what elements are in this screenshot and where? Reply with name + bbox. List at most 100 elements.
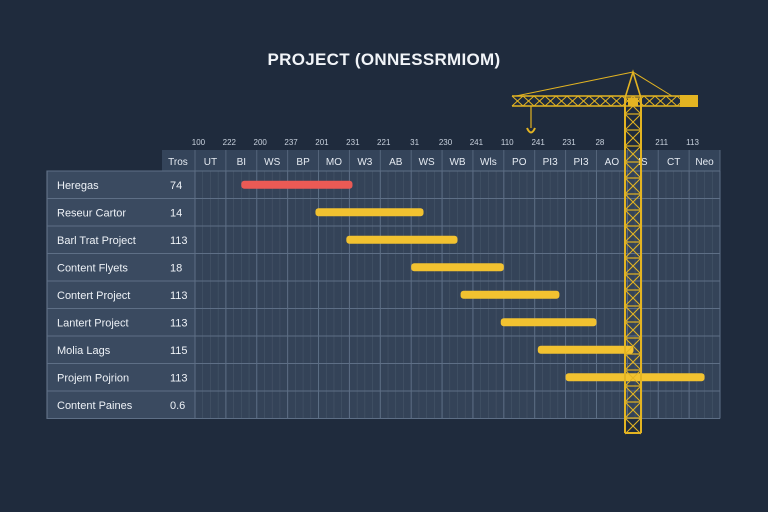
crane-mast-brace <box>624 337 642 355</box>
row-value: 113 <box>170 372 188 384</box>
row-name: Projem Pojrion <box>57 372 129 384</box>
crane-mast-brace <box>624 225 642 243</box>
top-tick-label: 241 <box>531 138 545 147</box>
gantt-bar <box>346 235 458 244</box>
column-label: BP <box>296 157 310 168</box>
crane-mast-brace <box>624 145 642 163</box>
top-tick-label: 221 <box>377 138 391 147</box>
crane-jib-brace <box>511 95 524 107</box>
gantt-bar <box>460 290 560 299</box>
crane-jib-brace <box>610 95 623 107</box>
top-tick-label: 231 <box>346 138 360 147</box>
crane-jib-brace <box>643 95 656 107</box>
crane-cable <box>632 71 673 97</box>
crane-mast-brace <box>624 161 642 179</box>
crane-mast-brace <box>624 177 642 195</box>
column-label: WS <box>419 157 435 168</box>
column-label: UT <box>204 157 217 168</box>
top-tick-label: 28 <box>595 138 604 147</box>
row-name: Reseur Cartor <box>57 207 126 219</box>
top-tick-label: 201 <box>315 138 329 147</box>
top-tick-label: 222 <box>223 138 237 147</box>
row-label-panel <box>46 170 196 419</box>
row-name: Molia Lags <box>57 345 111 357</box>
top-tick-label: 211 <box>655 138 668 147</box>
row-value: 113 <box>170 235 188 247</box>
row-name: Lantert Project <box>57 317 129 329</box>
top-tick-label: 241 <box>470 138 484 147</box>
row-value: 113 <box>170 290 188 302</box>
top-tick-label: 113 <box>686 138 699 147</box>
row-value: 14 <box>170 207 182 219</box>
crane-mast-brace <box>624 273 642 291</box>
column-label: W3 <box>357 157 372 168</box>
row-value: 0.6 <box>170 400 185 412</box>
column-label: AO <box>605 157 620 168</box>
crane-jib-brace <box>522 95 535 107</box>
top-tick-label: 230 <box>439 138 453 147</box>
gantt-bar <box>537 345 634 354</box>
gantt-bar <box>241 180 353 189</box>
crane-cab <box>628 98 638 106</box>
crane-mast-brace <box>624 129 642 147</box>
top-tick-label: 231 <box>562 138 576 147</box>
crane-jib-brace <box>599 95 612 107</box>
crane-hook <box>526 127 536 134</box>
column-label: CT <box>667 157 680 168</box>
row-value: 115 <box>170 345 188 357</box>
crane-mast-brace <box>624 369 642 387</box>
column-label: Wls <box>480 157 497 168</box>
crane-jib-brace <box>665 95 678 107</box>
crane-jib-brace <box>533 95 546 107</box>
crane-jib-brace <box>588 95 601 107</box>
column-label: IS <box>638 157 648 168</box>
top-tick-label: 237 <box>284 138 298 147</box>
header-first-label: Tros <box>168 157 188 168</box>
column-label: PI3 <box>543 157 558 168</box>
crane-mast-brace <box>624 289 642 307</box>
column-label: Neo <box>695 157 714 168</box>
crane-mast-brace <box>624 113 642 131</box>
crane-jib-brace <box>566 95 579 107</box>
row-name: Heregas <box>57 180 99 192</box>
crane-mast-brace <box>624 321 642 339</box>
row-name: Content Flyets <box>57 262 128 274</box>
crane-mast-brace <box>624 353 642 371</box>
top-tick-label: 200 <box>254 138 268 147</box>
column-label: WB <box>449 157 465 168</box>
gantt-bar <box>315 208 424 217</box>
chart-title: PROJECT (ONNESSRMIOM) <box>267 50 501 69</box>
crane-mast-brace <box>624 305 642 323</box>
gantt-bar <box>411 263 504 272</box>
crane-cable <box>515 71 634 97</box>
gantt-bar <box>565 373 705 382</box>
row-name: Content Paines <box>57 400 133 412</box>
column-label: PI3 <box>574 157 589 168</box>
column-label: BI <box>237 157 246 168</box>
row-value: 18 <box>170 262 182 274</box>
row-name: Barl Trat Project <box>57 235 136 247</box>
top-tick-label: 31 <box>410 138 419 147</box>
column-label: AB <box>389 157 403 168</box>
column-label: WS <box>264 157 280 168</box>
top-tick-label: 100 <box>192 138 206 147</box>
gantt-bar <box>500 318 597 327</box>
column-label: PO <box>512 157 527 168</box>
row-name: Contert Project <box>57 290 130 302</box>
crane-jib-brace <box>654 95 667 107</box>
crane-mast-brace <box>624 241 642 259</box>
row-value: 74 <box>170 180 182 192</box>
crane-mast-brace <box>624 417 642 435</box>
crane-mast-brace <box>624 401 642 419</box>
row-value: 113 <box>170 317 188 329</box>
crane-jib-brace <box>621 95 634 107</box>
crane-mast-brace <box>624 257 642 275</box>
crane-jib-brace <box>544 95 557 107</box>
crane-jib-brace <box>555 95 568 107</box>
crane-mast-brace <box>624 193 642 211</box>
crane-counterweight <box>680 95 698 107</box>
crane-jib-brace <box>577 95 590 107</box>
column-label: MO <box>326 157 342 168</box>
top-tick-label: 110 <box>501 138 514 147</box>
header-band <box>162 150 720 171</box>
